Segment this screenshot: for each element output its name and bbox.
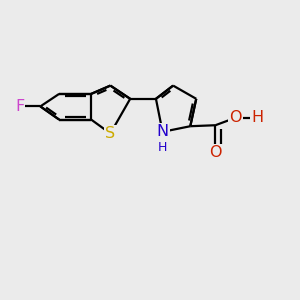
- Text: H: H: [158, 141, 167, 154]
- Text: H: H: [251, 110, 263, 125]
- Text: O: O: [209, 145, 222, 160]
- Text: S: S: [105, 126, 116, 141]
- Text: F: F: [15, 99, 24, 114]
- Text: N: N: [157, 124, 169, 139]
- Text: O: O: [230, 110, 242, 125]
